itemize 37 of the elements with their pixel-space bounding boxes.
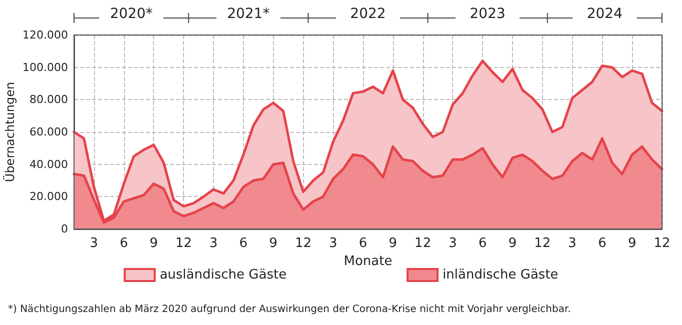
x-tick-label: 9 (508, 236, 517, 251)
x-tick-label: 6 (120, 236, 128, 251)
y-tick-label: 20.000 (30, 190, 68, 204)
text: *) Nächtigungszahlen ab März 2020 aufgrund der Auswirkungen der Corona-Krise nicht mit Vorjahr vergleichbar. (8, 304, 571, 315)
y-tick-label: 80.000 (30, 93, 68, 106)
y-tick-label: 0 (61, 222, 68, 236)
legend-label: ausländische Gäste (160, 268, 287, 282)
x-tick-label: 6 (239, 236, 248, 251)
y-tick-label: 120.000 (22, 28, 68, 42)
x-tick-label: 9 (388, 236, 398, 251)
text: 2022 (350, 6, 386, 22)
x-tick-label: 3 (568, 236, 576, 251)
x-tick-label: 9 (628, 236, 636, 251)
x-tick-label: 12 (175, 236, 192, 251)
x-tick-label: 6 (358, 236, 368, 251)
y-tick-label: 40.000 (30, 158, 68, 171)
legend-label: inländische Gäste (442, 268, 558, 282)
y-tick-label: 100.000 (22, 60, 68, 74)
x-tick-label: 3 (448, 236, 457, 251)
x-tick-label: 12 (654, 236, 670, 251)
x-tick-label: 9 (150, 236, 158, 251)
text: 2024 (586, 6, 623, 22)
x-tick-label: 3 (209, 236, 218, 251)
x-tick-label: 12 (534, 236, 551, 251)
y-axis-title: Übernachtungen (3, 82, 17, 182)
text: 2020* (110, 6, 153, 22)
x-tick-label: 3 (328, 236, 338, 251)
x-tick-label: 12 (294, 236, 312, 251)
text: 2021* (227, 6, 270, 22)
x-tick-label: 6 (598, 236, 606, 251)
y-tick-label: 60.000 (30, 126, 68, 138)
x-axis-title: Monate (344, 254, 392, 269)
text: 2023 (470, 6, 506, 22)
x-tick-label: 3 (90, 236, 98, 251)
x-tick-label: 12 (414, 236, 432, 251)
x-tick-label: 9 (269, 236, 278, 251)
x-tick-label: 6 (478, 236, 487, 251)
